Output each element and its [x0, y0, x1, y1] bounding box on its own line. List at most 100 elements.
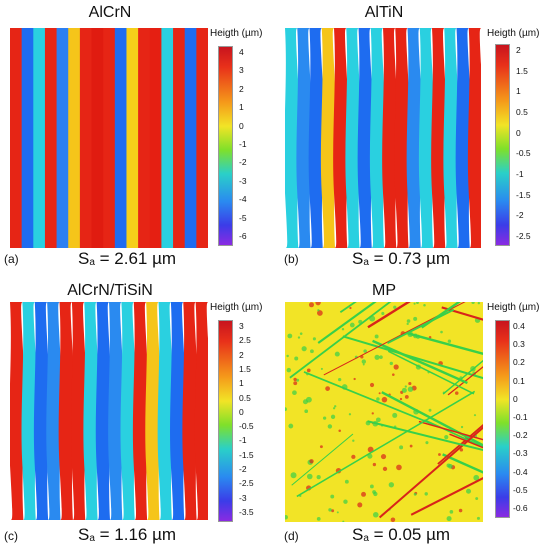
height-stripe [149, 28, 163, 248]
colorbar-tick-label: -5 [239, 212, 247, 223]
colorbar-tick-label: 1 [516, 86, 521, 97]
height-stripe [320, 28, 336, 248]
colorbar-tick-label: -1 [516, 169, 524, 179]
height-stripe [345, 28, 361, 248]
colorbar-title: Heigth (µm) [487, 28, 540, 39]
colorbar-tick-label: -3 [239, 492, 247, 503]
colorbar-tick-label: -2.5 [516, 231, 531, 241]
sa-value: Sa = 1.16 µm [78, 525, 177, 544]
height-stripe [333, 28, 349, 248]
height-stripe [418, 28, 434, 248]
height-stripe [145, 302, 161, 520]
height-stripe [21, 302, 37, 520]
height-stripe [114, 28, 128, 248]
colorbar-tick-label: -1 [239, 435, 247, 446]
height-stripe [58, 302, 74, 520]
height-stripe [182, 302, 198, 520]
height-stripe [120, 302, 136, 520]
colorbar-ticks: 4 3 2 1 0 -1 -2 -3 -4 -5 -6 [239, 46, 279, 244]
colorbar-tick-label: -1.5 [239, 449, 254, 460]
colorbar-tick-label: 3 [239, 321, 244, 331]
panel-label: (b) [284, 252, 299, 266]
height-stripe [308, 28, 324, 248]
panel-title: AlCrN [88, 4, 132, 21]
colorbar-tick-label: -0.6 [513, 503, 528, 513]
colorbar-tick-label: 0 [513, 393, 518, 404]
height-stripe [170, 302, 186, 520]
colorbar-tick-label: 0 [516, 127, 521, 138]
panel-title: AlCrN/TiSiN [67, 282, 153, 299]
height-stripe [103, 28, 116, 248]
height-stripe [68, 28, 81, 248]
height-stripe [467, 28, 481, 248]
height-stripe [455, 28, 471, 248]
height-stripe [56, 28, 70, 248]
colorbar-tick-label: 0.4 [513, 321, 525, 331]
colorbar-tick-label: -0.5 [239, 421, 254, 432]
panel-title: AlTiN [364, 4, 404, 21]
height-stripe [369, 28, 385, 248]
colorbar-tick-label: 0.3 [513, 339, 525, 350]
colorbar-tick-label: 1 [239, 378, 244, 389]
colorbar-tick-label: -0.4 [513, 466, 528, 477]
height-stripe [184, 28, 198, 248]
height-stripe [10, 302, 25, 520]
colorbar-tick-label: -0.3 [513, 448, 528, 459]
colorbar [495, 320, 510, 518]
height-stripe [108, 302, 124, 520]
colorbar-title: Heigth (µm) [210, 302, 263, 313]
height-map-image [285, 28, 481, 248]
colorbar [218, 320, 233, 522]
stripe-pattern [10, 28, 208, 248]
height-stripe [194, 302, 208, 520]
colorbar-tick-label: -3 [239, 175, 247, 186]
colorbar-tick-label: 3 [239, 65, 244, 76]
colorbar-ticks: 0.4 0.3 0.2 0.1 0 -0.1 -0.2 -0.3 -0.4 -0.5 -0.6 [513, 320, 550, 516]
sa-value: Sa = 0.05 µm [352, 525, 451, 544]
height-stripe [95, 302, 111, 520]
height-stripe [71, 302, 87, 520]
colorbar-tick-label: 2 [516, 45, 521, 55]
height-stripe [394, 28, 410, 248]
panel-title: MP [372, 282, 396, 299]
scratch-pattern [285, 302, 483, 522]
height-stripe [382, 28, 398, 248]
colorbar-tick-label: 0.5 [239, 392, 251, 403]
colorbar-tick-label: 2 [239, 349, 244, 360]
height-stripe [431, 28, 447, 248]
colorbar-tick-label: 0.1 [513, 375, 525, 386]
height-stripe [161, 28, 175, 248]
colorbar-tick-label: -2 [516, 210, 524, 221]
colorbar-tick-label: 2 [239, 83, 244, 94]
colorbar-tick-label: -6 [239, 231, 247, 241]
colorbar [218, 46, 233, 246]
colorbar-tick-label: -2 [239, 157, 247, 168]
height-stripe [21, 28, 35, 248]
height-stripe [357, 28, 373, 248]
height-stripe [33, 28, 46, 248]
colorbar-tick-label: 4 [239, 47, 244, 57]
height-stripe [44, 28, 58, 248]
colorbar-tick-label: 2.5 [239, 335, 251, 346]
height-map-image [10, 302, 208, 520]
height-stripe [132, 302, 148, 520]
height-stripe [285, 28, 300, 248]
colorbar [495, 44, 510, 246]
height-stripe [296, 28, 312, 248]
colorbar-tick-label: 0.5 [516, 107, 528, 117]
colorbar-ticks: 3 2.5 2 1.5 1 0.5 0 -0.5 -1 -1.5 -2 -2.5 -3 -3.5 [239, 320, 279, 520]
height-stripe [46, 302, 62, 520]
colorbar-tick-label: 0 [239, 120, 244, 131]
colorbar-tick-label: 0.2 [513, 357, 525, 368]
colorbar-tick-label: -1.5 [516, 189, 531, 200]
height-stripe [406, 28, 422, 248]
colorbar-tick-label: 1.5 [516, 65, 528, 76]
colorbar-tick-label: -0.1 [513, 412, 528, 422]
colorbar-title: Heigth (µm) [210, 28, 263, 39]
height-stripe [173, 28, 186, 248]
colorbar-tick-label: 1.5 [239, 363, 251, 374]
panel-label: (c) [4, 529, 18, 543]
height-stripe [157, 302, 173, 520]
height-stripe [196, 28, 208, 248]
panel-label: (a) [4, 252, 19, 266]
